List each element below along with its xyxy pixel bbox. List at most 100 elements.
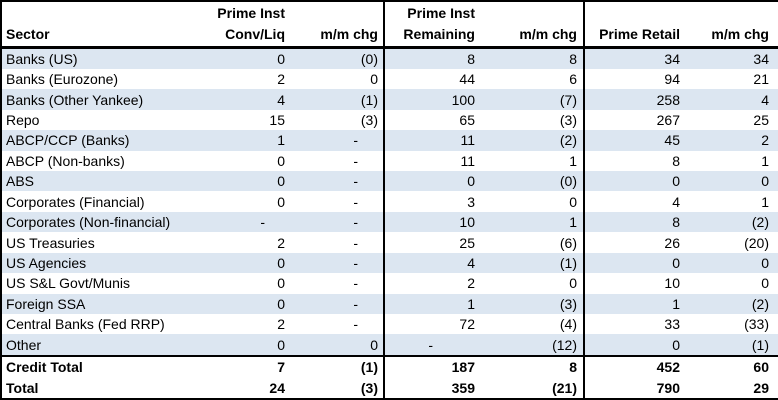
col-header-mm-chg-3: m/m chg (683, 1, 778, 49)
value-cell: 1 (761, 193, 769, 210)
value-cell: (1) (291, 354, 384, 378)
value-cell: 0 (370, 71, 378, 88)
value-cell: 0 (569, 193, 577, 210)
value-cell: 8 (583, 150, 683, 172)
value-cell: (3) (559, 112, 577, 128)
value-cell: 15 (269, 112, 285, 128)
value-cell: 10 (383, 211, 479, 233)
value-cell: (12) (479, 334, 584, 356)
sector-cell: Corporates (Financial) (6, 193, 145, 210)
value-cell: 65 (383, 109, 479, 131)
value-cell: (3) (360, 112, 378, 128)
value-cell: 100 (383, 89, 479, 110)
table-row: US S&L Govt/Munis 0-2 0 10 0 (1, 273, 778, 294)
value-cell: (1) (479, 252, 584, 274)
value-cell: 2 (277, 71, 285, 88)
sector-cell: ABS (1, 171, 211, 192)
sector-cell: Repo (6, 112, 40, 128)
value-cell: (4) (559, 316, 577, 333)
value-cell: (0) (291, 47, 384, 69)
value-cell: - (383, 334, 479, 356)
table-row: ABCP (Non-banks) 0-11 1 8 1 (1, 150, 778, 172)
value-cell: - (291, 171, 384, 192)
sector-cell: ABCP (Non-banks) (6, 152, 125, 169)
col-header-prime-inst-remaining: Prime Inst Remaining (383, 1, 479, 49)
sector-cell: Other (1, 334, 211, 356)
value-cell: 34 (683, 47, 778, 69)
value-cell: 0 (211, 47, 291, 69)
sector-cell: US Agencies (1, 252, 211, 274)
value-cell: 4 (583, 191, 683, 212)
col-header-sector: Sector (1, 1, 211, 49)
value-cell: 8 (479, 47, 584, 69)
table-row: ABS 0-0 (0) 0 0 (1, 171, 778, 192)
value-cell: 0 (583, 334, 683, 356)
value-cell: - (353, 316, 358, 333)
value-cell: - (291, 130, 384, 151)
value-cell: - (353, 152, 358, 169)
value-cell: 1 (583, 293, 683, 315)
value-cell: 21 (753, 71, 769, 88)
value-cell: 0 (277, 152, 285, 169)
value-cell: (2) (683, 293, 778, 315)
value-cell: 0 (583, 171, 683, 192)
value-cell: 25 (753, 112, 769, 128)
table-row: Banks (Other Yankee) 4 (1) 100 (7) 258 4 (1, 89, 778, 110)
value-cell: (7) (479, 89, 584, 110)
value-cell: (3) (291, 377, 384, 399)
value-cell: 2 (277, 234, 285, 251)
col-header-group1-line1: Prime Inst (217, 4, 285, 21)
value-cell: (2) (683, 211, 778, 233)
value-cell: 29 (683, 377, 778, 399)
value-cell: 187 (383, 354, 479, 378)
value-cell: 2 (277, 316, 285, 333)
table-row: Foreign SSA 0-1 (3) 1 (2) (1, 293, 778, 315)
table-row: US Treasuries 2 - 25 (6) 26 (20) (1, 232, 778, 253)
table-row: Other 0 0- (12) 0 (1) (1, 334, 778, 356)
table-row: Banks (US) 0 (0) 8 8 34 34 (1, 47, 778, 69)
value-cell: 0 (211, 334, 291, 356)
value-cell: (33) (744, 316, 769, 333)
value-cell: 0 (583, 252, 683, 274)
table-row: ABCP/CCP (Banks) 1-11 (2) 45 2 (1, 130, 778, 151)
sector-cell: Banks (Eurozone) (6, 71, 119, 88)
value-cell: 8 (383, 47, 479, 69)
value-cell: 6 (569, 71, 577, 88)
col-header-prime-retail: Prime Retail (583, 1, 683, 49)
value-cell: 60 (683, 354, 778, 378)
value-cell: 0 (211, 252, 291, 274)
table-body: Banks (US) 0 (0) 8 8 34 34 Banks (Eurozone) 2 0 44… (1, 47, 778, 399)
value-cell: 267 (583, 109, 683, 131)
value-cell: 0 (569, 275, 577, 292)
col-header-prime-inst-conv-liq: Prime Inst Conv/Liq (211, 1, 291, 49)
col-header-group2-line2: Remaining (403, 25, 475, 42)
value-cell: - (291, 293, 384, 315)
value-cell: (1) (683, 334, 778, 356)
col-header-sector-label: Sector (6, 25, 50, 42)
value-cell: 0 (761, 275, 769, 292)
value-cell: - (353, 193, 358, 210)
value-cell: 4 (383, 252, 479, 274)
value-cell: 10 (583, 273, 683, 294)
value-cell: 4 (683, 89, 778, 110)
col-header-mm-chg-3-label: m/m chg (711, 25, 769, 42)
value-cell: 0 (383, 171, 479, 192)
col-header-mm-chg-2-label: m/m chg (519, 25, 577, 42)
value-cell: 258 (583, 89, 683, 110)
value-cell: 0 (211, 293, 291, 315)
value-cell: 1 (211, 130, 291, 151)
sector-cell: Credit Total (1, 354, 211, 378)
table-row: Banks (Eurozone) 2 0 44 6 94 21 (1, 68, 778, 90)
value-cell: 11 (383, 130, 479, 151)
value-cell: 790 (583, 377, 683, 399)
header-row: Sector Prime Inst Conv/Liq m/m chg Prime… (1, 1, 778, 49)
col-header-mm-chg-1-label: m/m chg (320, 25, 378, 42)
value-cell: 11 (383, 150, 479, 172)
col-header-mm-chg-2: m/m chg (479, 1, 584, 49)
value-cell: 0 (683, 171, 778, 192)
col-header-prime-retail-label: Prime Retail (599, 25, 680, 42)
value-cell: (0) (479, 171, 584, 192)
value-cell: 2 (683, 130, 778, 151)
sector-cell: US Treasuries (6, 234, 95, 251)
